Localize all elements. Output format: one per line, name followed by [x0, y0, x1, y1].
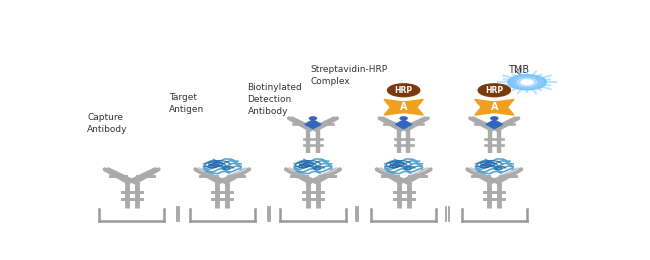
Polygon shape [490, 100, 514, 109]
Polygon shape [469, 158, 519, 174]
Circle shape [478, 84, 510, 97]
Polygon shape [198, 158, 247, 174]
Polygon shape [384, 100, 408, 109]
Circle shape [491, 117, 498, 120]
Text: Streptavidin-HRP
Complex: Streptavidin-HRP Complex [311, 65, 387, 86]
Circle shape [513, 77, 541, 88]
Polygon shape [305, 120, 321, 129]
Polygon shape [396, 120, 411, 129]
Circle shape [387, 84, 420, 97]
Polygon shape [474, 106, 499, 115]
Text: A: A [400, 102, 408, 112]
Polygon shape [474, 100, 499, 109]
Circle shape [521, 80, 533, 85]
Polygon shape [490, 106, 514, 115]
Polygon shape [400, 106, 423, 115]
Circle shape [508, 75, 546, 90]
Polygon shape [288, 158, 338, 174]
Circle shape [517, 78, 537, 86]
Polygon shape [400, 100, 423, 109]
Text: HRP: HRP [486, 86, 503, 95]
Circle shape [309, 117, 317, 120]
Polygon shape [379, 158, 428, 174]
Text: Capture
Antibody: Capture Antibody [87, 113, 128, 134]
Polygon shape [384, 106, 408, 115]
Text: A: A [491, 102, 498, 112]
Text: TMB: TMB [508, 65, 530, 75]
Text: Biotinylated
Detection
Antibody: Biotinylated Detection Antibody [248, 83, 302, 115]
Circle shape [400, 117, 407, 120]
Text: HRP: HRP [395, 86, 413, 95]
Polygon shape [486, 120, 502, 129]
Text: Target
Antigen: Target Antigen [170, 93, 205, 114]
